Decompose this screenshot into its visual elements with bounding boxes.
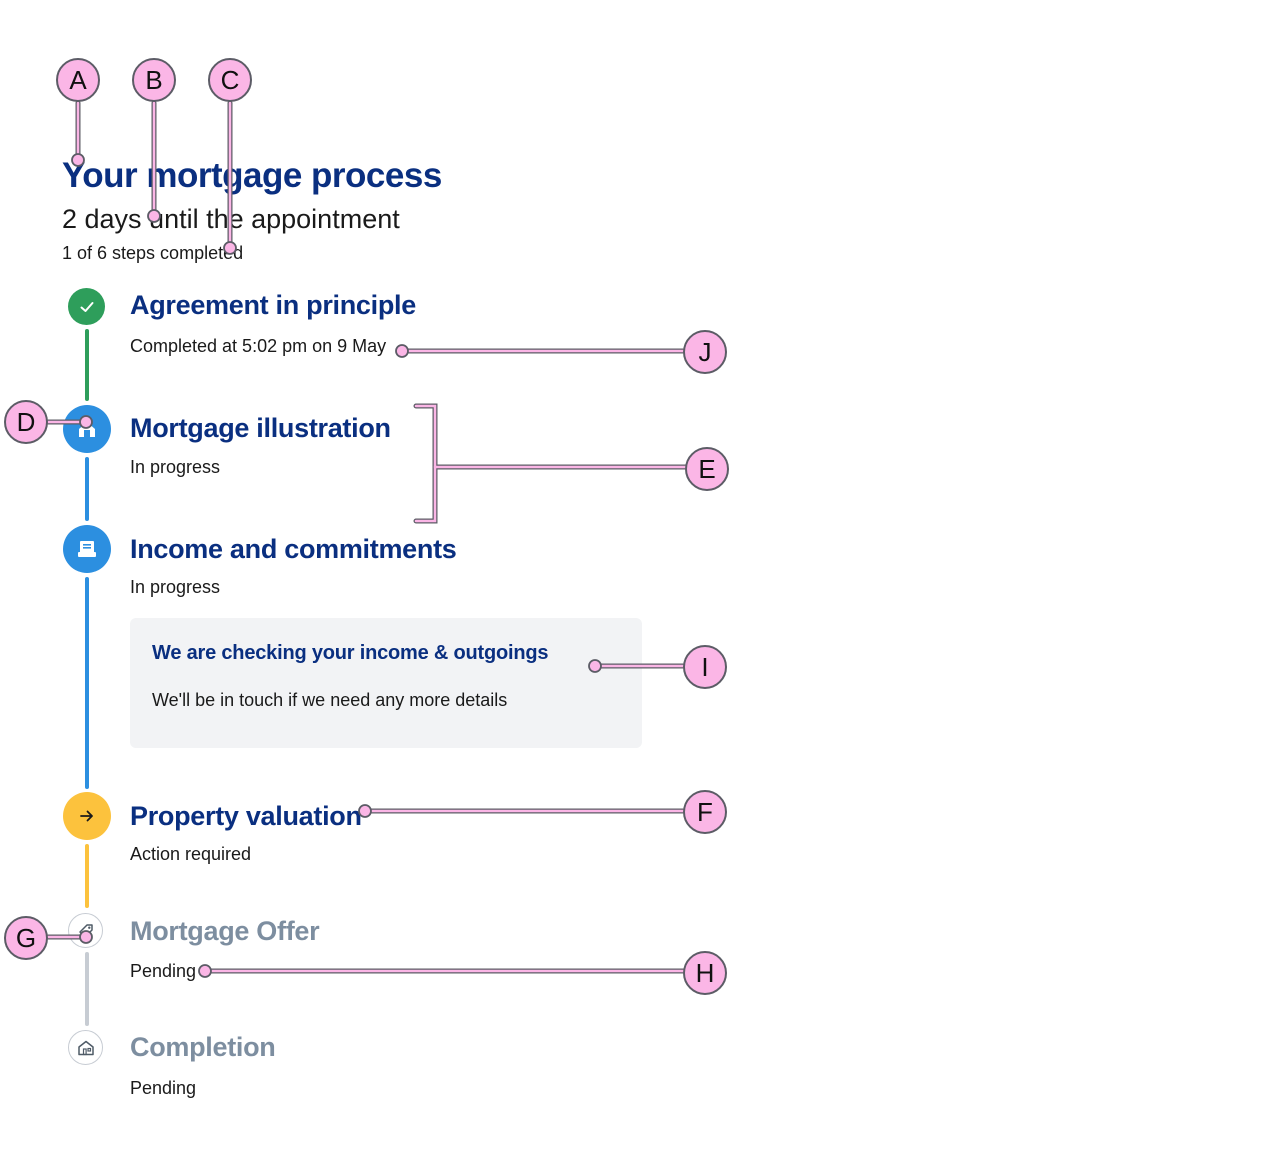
callout-h: H: [683, 951, 727, 995]
price-tag-icon: [68, 913, 103, 948]
step-title-agreement[interactable]: Agreement in principle: [130, 290, 416, 320]
callout-i: I: [683, 645, 727, 689]
timeline-connector-5: [85, 952, 89, 1026]
step-title-offer[interactable]: Mortgage Offer: [130, 916, 320, 946]
timeline-connector-1: [85, 329, 89, 401]
callout-e: E: [685, 447, 729, 491]
step-status-illustration: In progress: [130, 457, 221, 477]
callout-j: J: [683, 330, 727, 374]
timeline-connector-3: [85, 577, 89, 789]
house-icon: [68, 1030, 103, 1065]
callout-f: F: [683, 790, 727, 834]
step-title-illustration[interactable]: Mortgage illustration: [130, 413, 391, 443]
step-status-offer: Pending: [130, 961, 197, 981]
house-document-icon: [63, 405, 111, 453]
step-status-valuation: Action required: [130, 844, 252, 864]
steps-progress-text: 1 of 6 steps completed: [62, 243, 244, 263]
callout-c: C: [208, 58, 252, 102]
page-title: Your mortgage process: [62, 156, 442, 195]
info-card-text: We'll be in touch if we need any more de…: [152, 690, 508, 710]
info-card-title: We are checking your income & outgoings: [152, 642, 549, 664]
check-icon: [68, 288, 105, 325]
step-status-completion: Pending: [130, 1078, 197, 1098]
arrow-right-icon: [63, 792, 111, 840]
callout-d: D: [4, 400, 48, 444]
step-status-agreement: Completed at 5:02 pm on 9 May: [130, 336, 387, 356]
timeline-connector-4: [85, 844, 89, 908]
callout-b: B: [132, 58, 176, 102]
documents-icon: [63, 525, 111, 573]
callout-g: G: [4, 916, 48, 960]
callout-a: A: [56, 58, 100, 102]
appointment-countdown: 2 days until the appointment: [62, 204, 400, 234]
step-title-completion[interactable]: Completion: [130, 1032, 276, 1062]
timeline-connector-2: [85, 457, 89, 521]
bracket-e: [414, 404, 437, 523]
step-status-income: In progress: [130, 577, 221, 597]
step-title-income[interactable]: Income and commitments: [130, 534, 457, 564]
income-check-info-card: We are checking your income & outgoings …: [130, 618, 642, 748]
step-title-valuation[interactable]: Property valuation: [130, 801, 362, 831]
